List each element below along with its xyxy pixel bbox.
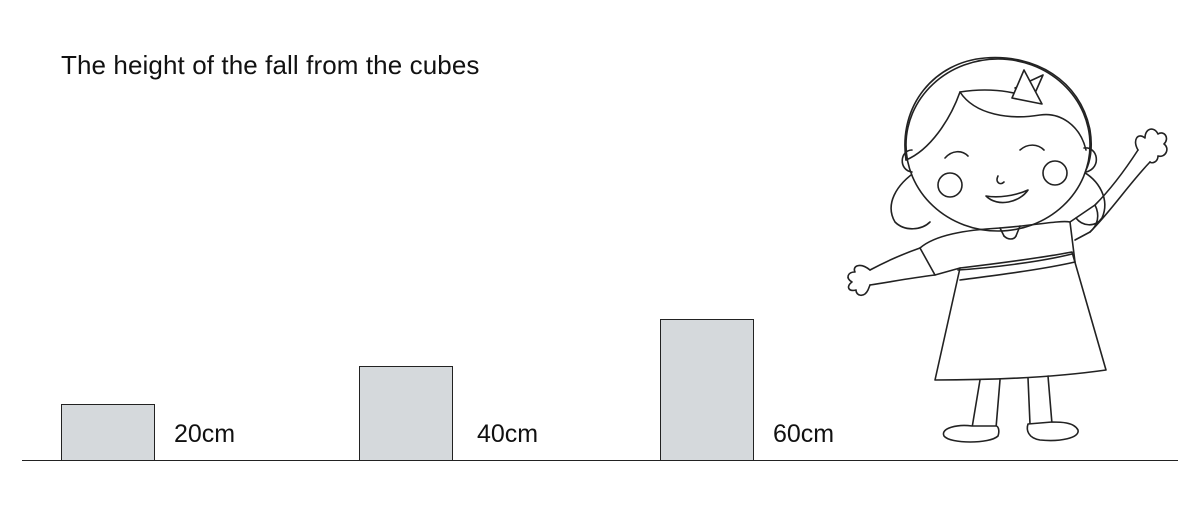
cube-label-20cm: 20cm [174, 420, 236, 448]
cube-label-40cm: 40cm [477, 420, 539, 448]
cube-60cm [660, 319, 754, 461]
ground-line [22, 460, 1178, 461]
girl-waving-icon [847, 56, 1168, 443]
cube-20cm [61, 404, 155, 461]
diagram-title: The height of the fall from the cubes [61, 50, 480, 80]
cube-label-60cm: 60cm [773, 420, 835, 448]
cube-40cm [359, 366, 453, 461]
